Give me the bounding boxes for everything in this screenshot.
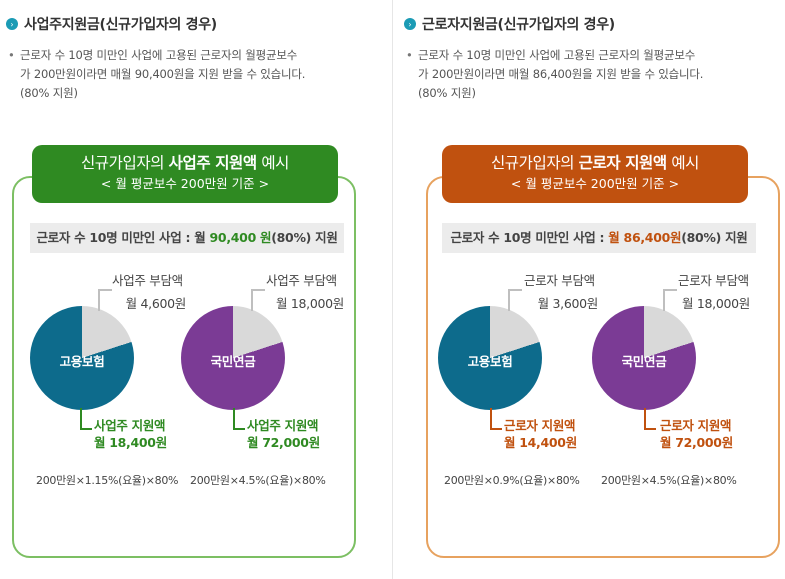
support-title: 사업주 지원액 xyxy=(94,418,166,433)
support-value: 월 18,400원 xyxy=(94,435,167,450)
burden-value: 월 18,000원 xyxy=(681,296,750,311)
burden-title: 근로자 부담액 xyxy=(524,273,595,288)
leader-line xyxy=(251,289,265,311)
banner-subtitle: < 월 평균보수 200만원 기준 > xyxy=(510,176,680,191)
burden-title: 근로자 부담액 xyxy=(678,273,749,288)
formula-text: 200만원×4.5%(요율)×80% xyxy=(190,474,326,487)
section-title: 근로자지원금(신규가입자의 경우) xyxy=(422,17,615,33)
burden-value: 월 18,000원 xyxy=(275,296,344,311)
pie-label: 국민연금 xyxy=(210,354,256,369)
banner-title: 신규가입자의 근로자 지원액 예시 xyxy=(490,154,700,172)
example-banner: 신규가입자의 사업주 지원액 예시 < 월 평균보수 200만원 기준 > xyxy=(32,145,338,203)
chevron-right-icon: › xyxy=(6,18,18,30)
leader-line xyxy=(490,408,502,430)
leader-line xyxy=(663,289,677,311)
leader-line xyxy=(98,289,112,311)
national-pension-pie xyxy=(592,306,696,410)
description-line: (80% 지원) xyxy=(418,86,476,100)
support-value: 월 72,000원 xyxy=(660,435,733,450)
description-line: 가 200만원이라면 매월 90,400원을 지원 받을 수 있습니다. xyxy=(20,67,306,81)
support-value: 월 14,400원 xyxy=(504,435,577,450)
employer-support-section: › 사업주지원금(신규가입자의 경우) 근로자 수 10명 미만인 사업에 고용… xyxy=(0,0,390,579)
burden-title: 사업주 부담액 xyxy=(112,273,183,288)
leader-line xyxy=(80,408,92,430)
support-amount: 90,400 원 xyxy=(209,230,272,245)
support-title: 사업주 지원액 xyxy=(247,418,319,433)
leader-line xyxy=(508,289,522,311)
banner-title: 신규가입자의 사업주 지원액 예시 xyxy=(80,154,290,172)
employment-insurance-pie xyxy=(438,306,542,410)
formula-text: 200만원×4.5%(요율)×80% xyxy=(601,474,737,487)
leader-line xyxy=(644,408,656,430)
employment-insurance-pie xyxy=(30,306,134,410)
worker-support-section: › 근로자지원금(신규가입자의 경우) 근로자 수 10명 미만인 사업에 고용… xyxy=(398,0,785,579)
support-summary-bar: 근로자 수 10명 미만인 사업 : 월 86,400원(80%) 지원 xyxy=(442,223,756,253)
burden-value: 월 4,600원 xyxy=(125,296,187,311)
section-description: 근로자 수 10명 미만인 사업에 고용된 근로자의 월평균보수 가 200만원… xyxy=(8,46,388,103)
formula-text: 200만원×1.15%(요율)×80% xyxy=(36,474,179,487)
formula-text: 200만원×0.9%(요율)×80% xyxy=(444,474,580,487)
burden-title: 사업주 부담액 xyxy=(266,273,337,288)
pie-label: 국민연금 xyxy=(621,354,667,369)
support-title: 근로자 지원액 xyxy=(660,418,732,433)
support-summary-bar: 근로자 수 10명 미만인 사업 : 월 90,400 원(80%) 지원 xyxy=(30,223,344,253)
pie-label: 고용보험 xyxy=(59,354,105,369)
burden-value: 월 3,600원 xyxy=(537,296,599,311)
leader-line xyxy=(233,408,245,430)
pie-label: 고용보험 xyxy=(467,354,513,369)
description-line: 근로자 수 10명 미만인 사업에 고용된 근로자의 월평균보수 xyxy=(8,46,388,65)
description-line: 근로자 수 10명 미만인 사업에 고용된 근로자의 월평균보수 xyxy=(406,46,785,65)
description-line: (80% 지원) xyxy=(20,86,78,100)
section-heading: › 근로자지원금(신규가입자의 경우) xyxy=(404,14,615,34)
section-description: 근로자 수 10명 미만인 사업에 고용된 근로자의 월평균보수 가 200만원… xyxy=(406,46,785,103)
support-value: 월 72,000원 xyxy=(247,435,320,450)
support-amount: 월 86,400원 xyxy=(608,230,682,245)
section-title: 사업주지원금(신규가입자의 경우) xyxy=(24,17,217,33)
section-heading: › 사업주지원금(신규가입자의 경우) xyxy=(6,14,217,34)
support-title: 근로자 지원액 xyxy=(504,418,576,433)
column-divider xyxy=(392,0,393,579)
national-pension-pie xyxy=(181,306,285,410)
example-banner: 신규가입자의 근로자 지원액 예시 < 월 평균보수 200만원 기준 > xyxy=(442,145,748,203)
chevron-right-icon: › xyxy=(404,18,416,30)
description-line: 가 200만원이라면 매월 86,400원을 지원 받을 수 있습니다. xyxy=(418,67,704,81)
banner-subtitle: < 월 평균보수 200만원 기준 > xyxy=(100,176,270,191)
